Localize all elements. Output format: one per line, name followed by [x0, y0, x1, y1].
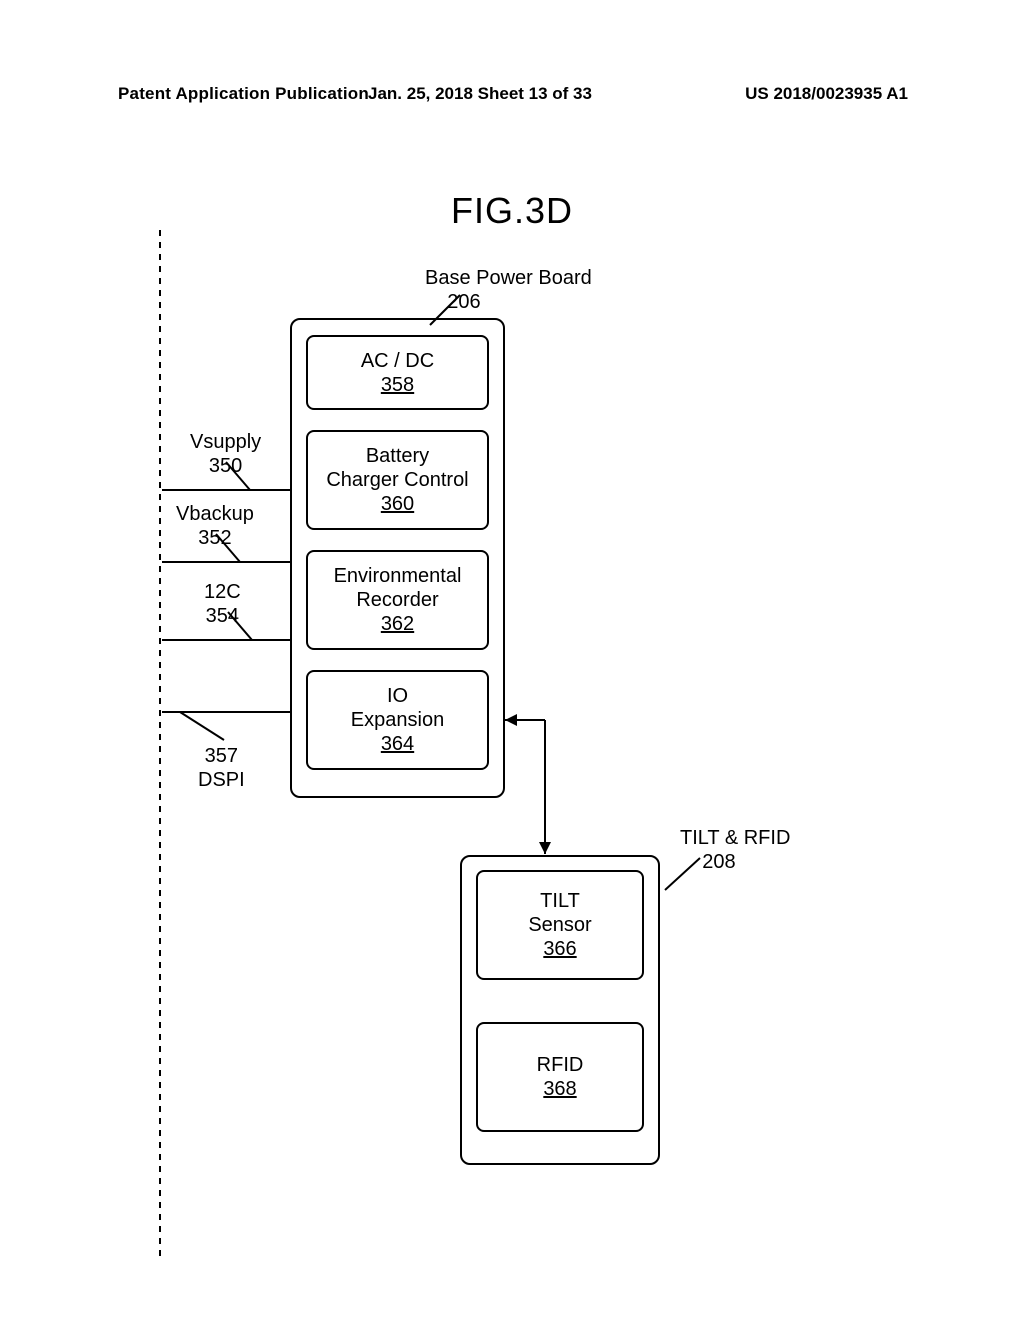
label-i2c-ref: 354 — [206, 605, 239, 627]
block-ac-dc-label: AC / DC — [361, 349, 434, 373]
label-vsupply-text: Vsupply — [190, 431, 261, 453]
block-battery-ref: 360 — [381, 492, 414, 516]
label-vbackup-ref: 352 — [198, 527, 231, 549]
block-rfid-ref: 368 — [543, 1077, 576, 1101]
block-rfid-line1: RFID — [537, 1053, 584, 1077]
block-io-expansion: IO Expansion 364 — [306, 670, 489, 770]
label-vsupply: Vsupply 350 — [190, 430, 261, 478]
block-io-ref: 364 — [381, 732, 414, 756]
block-battery-line2: Charger Control — [326, 468, 468, 492]
block-env-line2: Recorder — [356, 588, 438, 612]
base-board-title-text: Base Power Board — [425, 267, 592, 289]
tilt-rfid-title: TILT & RFID 208 — [680, 826, 790, 874]
block-battery-charger: Battery Charger Control 360 — [306, 430, 489, 530]
label-dspi-ref: 357 — [205, 745, 238, 767]
label-i2c-text: 12C — [204, 581, 241, 603]
tilt-rfid-title-text: TILT & RFID — [680, 827, 790, 849]
label-vbackup-text: Vbackup — [176, 503, 254, 525]
block-battery-line1: Battery — [366, 444, 429, 468]
block-env-ref: 362 — [381, 612, 414, 636]
tilt-rfid-ref: 208 — [702, 851, 735, 873]
base-board-ref: 206 — [447, 291, 480, 313]
label-vsupply-ref: 350 — [209, 455, 242, 477]
label-dspi-text: DSPI — [198, 769, 245, 791]
block-tilt-line2: Sensor — [528, 913, 591, 937]
block-tilt-ref: 366 — [543, 937, 576, 961]
block-io-line1: IO — [387, 684, 408, 708]
block-ac-dc-ref: 358 — [381, 373, 414, 397]
block-ac-dc: AC / DC 358 — [306, 335, 489, 410]
block-io-line2: Expansion — [351, 708, 444, 732]
block-environmental-recorder: Environmental Recorder 362 — [306, 550, 489, 650]
block-rfid: RFID 368 — [476, 1022, 644, 1132]
block-tilt-line1: TILT — [540, 889, 580, 913]
base-board-title: Base Power Board 206 — [425, 266, 592, 314]
block-tilt-sensor: TILT Sensor 366 — [476, 870, 644, 980]
label-dspi: 357 DSPI — [198, 744, 245, 792]
block-env-line1: Environmental — [334, 564, 462, 588]
label-i2c: 12C 354 — [204, 580, 241, 628]
label-vbackup: Vbackup 352 — [176, 502, 254, 550]
